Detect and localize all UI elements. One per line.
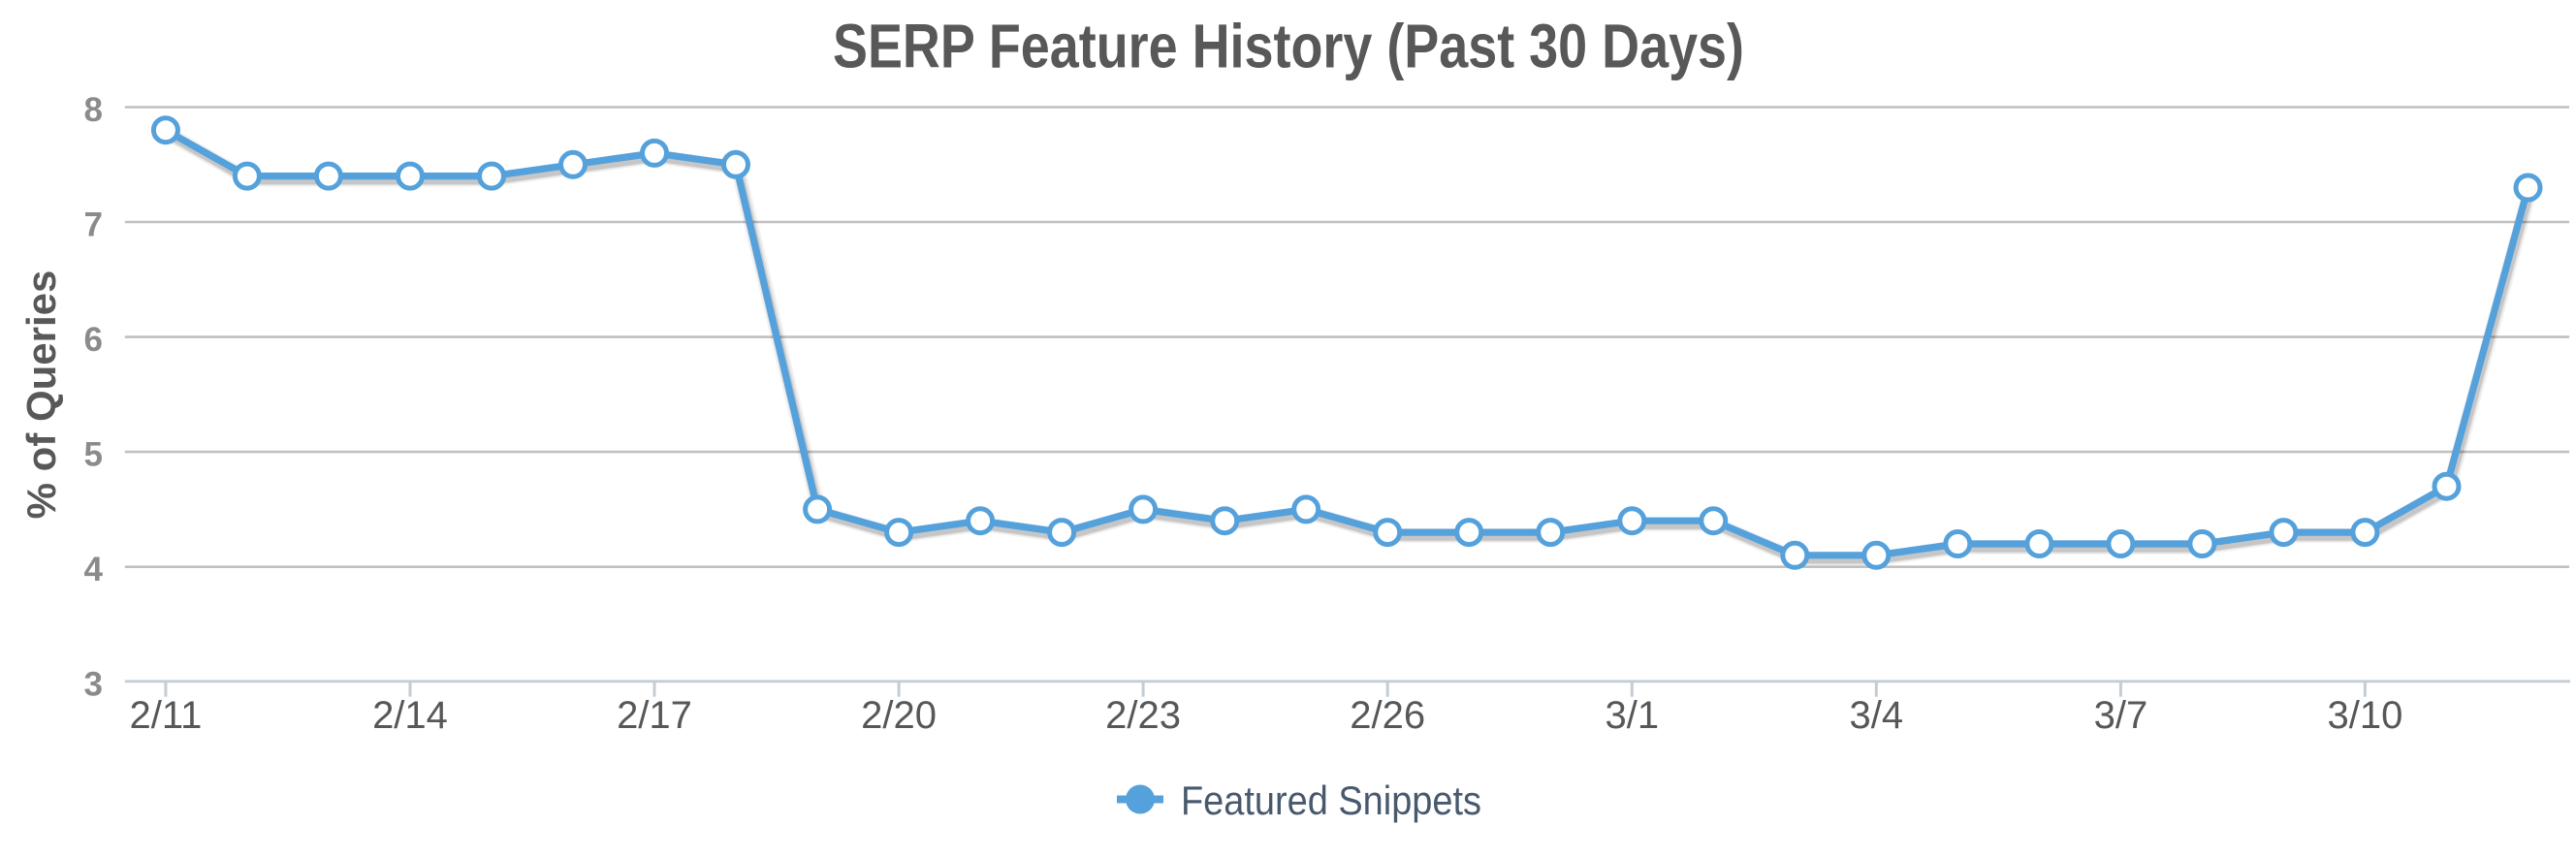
svg-text:3: 3 xyxy=(84,666,103,704)
svg-text:5: 5 xyxy=(84,436,103,474)
svg-text:6: 6 xyxy=(84,321,103,359)
svg-text:2/26: 2/26 xyxy=(1350,694,1425,737)
svg-text:2/20: 2/20 xyxy=(861,694,937,737)
svg-text:Featured Snippets: Featured Snippets xyxy=(1181,778,1481,823)
svg-text:% of Queries: % of Queries xyxy=(18,270,64,520)
svg-text:2/11: 2/11 xyxy=(129,694,202,737)
svg-text:3/1: 3/1 xyxy=(1605,694,1659,737)
svg-text:7: 7 xyxy=(84,206,103,244)
svg-text:4: 4 xyxy=(84,551,104,588)
svg-text:3/10: 3/10 xyxy=(2327,694,2402,737)
svg-text:2/23: 2/23 xyxy=(1105,694,1181,737)
svg-text:2/14: 2/14 xyxy=(372,694,448,737)
svg-text:8: 8 xyxy=(84,91,103,129)
svg-text:2/17: 2/17 xyxy=(617,694,692,737)
svg-text:3/4: 3/4 xyxy=(1849,694,1903,737)
svg-text:SERP Feature History (Past 30: SERP Feature History (Past 30 Days) xyxy=(833,12,1744,81)
svg-text:3/7: 3/7 xyxy=(2094,694,2148,737)
